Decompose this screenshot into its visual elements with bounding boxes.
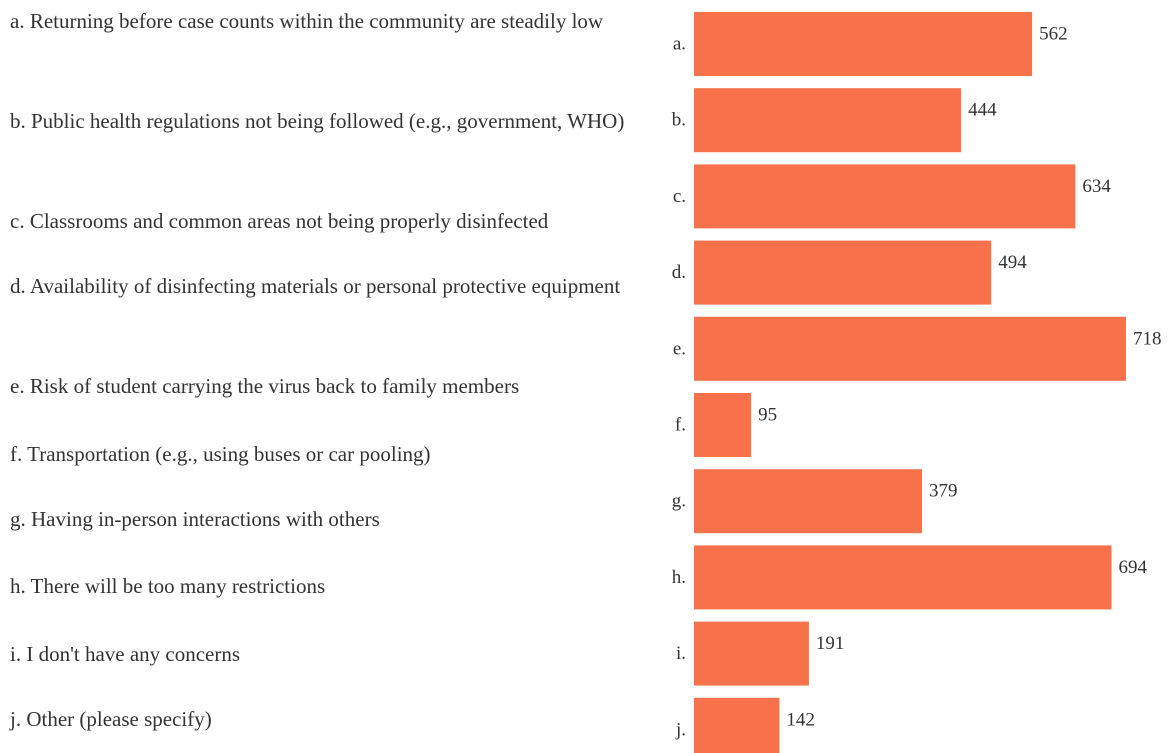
bar-d — [694, 240, 992, 305]
category-label: e. — [673, 338, 686, 359]
legend-item-d: d. Availability of disinfecting material… — [10, 274, 621, 298]
category-label: d. — [672, 262, 686, 283]
category-label: a. — [673, 34, 686, 55]
category-label: j. — [675, 719, 686, 740]
bar-i — [694, 621, 809, 686]
legend-item-j: j. Other (please specify) — [10, 707, 212, 731]
value-label: 444 — [968, 100, 997, 121]
value-label: 142 — [786, 709, 815, 730]
value-label: 634 — [1082, 176, 1111, 197]
legend-item-g: g. Having in-person interactions with ot… — [10, 507, 380, 531]
category-label: c. — [673, 186, 686, 207]
category-label: f. — [675, 415, 686, 436]
legend-item-i: i. I don't have any concerns — [10, 642, 241, 666]
bar-e — [694, 316, 1126, 381]
category-label: g. — [672, 491, 686, 512]
value-label: 694 — [1119, 557, 1148, 578]
value-label: 494 — [998, 252, 1027, 273]
bar-g — [694, 469, 923, 534]
chart-legend: a. Returning before case counts within t… — [10, 9, 625, 731]
bar-b — [694, 88, 962, 153]
value-label: 191 — [816, 633, 845, 654]
legend-item-f: f. Transportation (e.g., using buses or … — [10, 442, 431, 466]
bar-j — [694, 697, 780, 753]
bar-a — [694, 12, 1033, 76]
value-label: 95 — [758, 405, 777, 426]
legend-item-e: e. Risk of student carrying the virus ba… — [10, 374, 520, 398]
legend-item-c: c. Classrooms and common areas not being… — [10, 209, 549, 233]
value-label: 379 — [929, 481, 958, 502]
value-label: 562 — [1039, 24, 1068, 45]
bar-c — [694, 164, 1076, 229]
category-label: b. — [672, 110, 686, 131]
legend-item-h: h. There will be too many restrictions — [10, 574, 326, 598]
bar-f — [694, 393, 752, 457]
category-label: h. — [672, 567, 686, 588]
bar-h — [694, 545, 1112, 610]
legend-item-b: b. Public health regulations not being f… — [10, 109, 625, 133]
legend-item-a: a. Returning before case counts within t… — [10, 9, 604, 33]
value-label: 718 — [1133, 328, 1162, 349]
category-label: i. — [676, 643, 686, 664]
